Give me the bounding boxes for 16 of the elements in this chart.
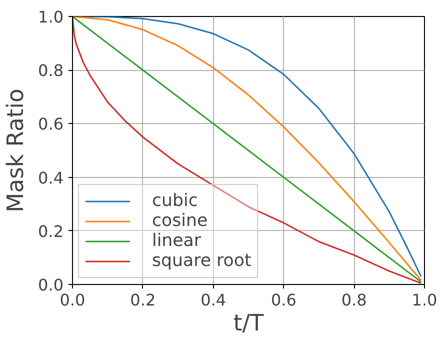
legend-label: cubic [152,191,198,211]
x-tick-label: 0.2 [130,290,156,310]
x-tick-label: 1.0 [412,290,438,310]
legend-label: square root [152,251,252,271]
y-tick-label: 0.4 [38,168,64,188]
legend-label: cosine [152,211,208,231]
legend-label: linear [152,231,202,251]
x-axis-title: t/T [233,310,264,336]
x-tick-label: 0.6 [270,290,296,310]
x-tick-label: 0.4 [200,290,226,310]
x-tick-label: 0.8 [341,290,367,310]
y-tick-label: 0.8 [38,61,64,80]
y-tick-label: 0.6 [38,114,64,134]
y-axis-title: Mask Ratio [3,88,30,212]
y-tick-label: 0.2 [38,222,64,241]
y-tick-label: 1.0 [38,8,64,26]
